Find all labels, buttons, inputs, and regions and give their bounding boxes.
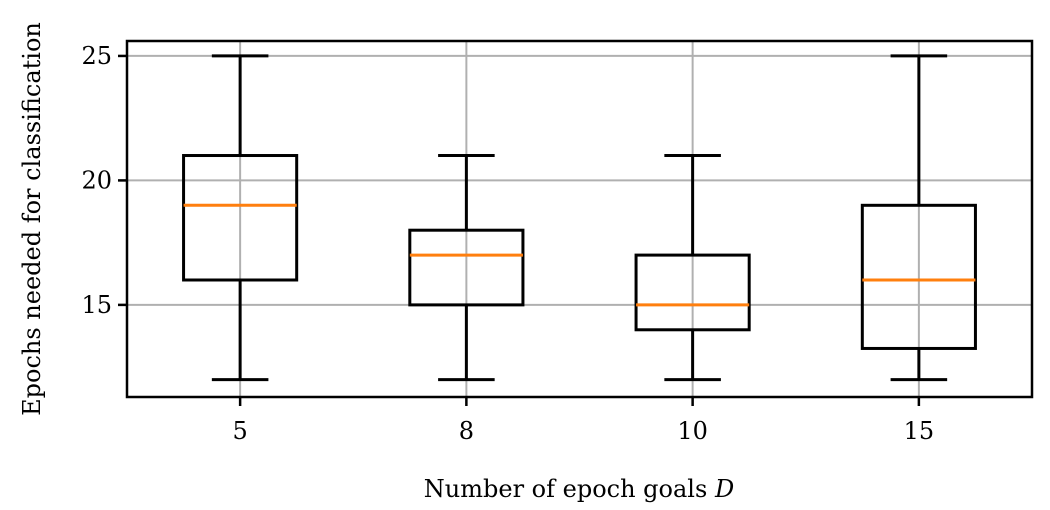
x-tick-label: 5 xyxy=(232,417,247,445)
box-10 xyxy=(634,154,751,382)
y-tick-label: 25 xyxy=(81,42,112,70)
x-axis-symbol: D xyxy=(714,475,734,503)
y-tick-label: 15 xyxy=(81,291,112,319)
x-tick-label: 8 xyxy=(459,417,474,445)
iqr-box xyxy=(408,228,525,307)
iqr-box xyxy=(182,154,299,282)
y-axis-title: Epochs needed for classification xyxy=(18,22,46,416)
box-15 xyxy=(860,54,977,382)
iqr-box xyxy=(860,203,977,350)
x-axis-title: Number of epoch goals D xyxy=(424,475,734,503)
axis-ticks: 15 20 25 5 8 10 15 xyxy=(81,42,934,445)
box-8 xyxy=(408,154,525,382)
grid xyxy=(127,41,1032,397)
iqr-box xyxy=(634,253,751,332)
box-5 xyxy=(182,54,299,382)
plot-frame xyxy=(125,39,1034,399)
y-tick-label: 20 xyxy=(81,166,112,194)
x-tick-label: 15 xyxy=(904,417,935,445)
x-tick-label: 10 xyxy=(677,417,708,445)
x-axis-label: Number of epoch goals xyxy=(424,475,708,503)
boxes xyxy=(182,54,977,382)
